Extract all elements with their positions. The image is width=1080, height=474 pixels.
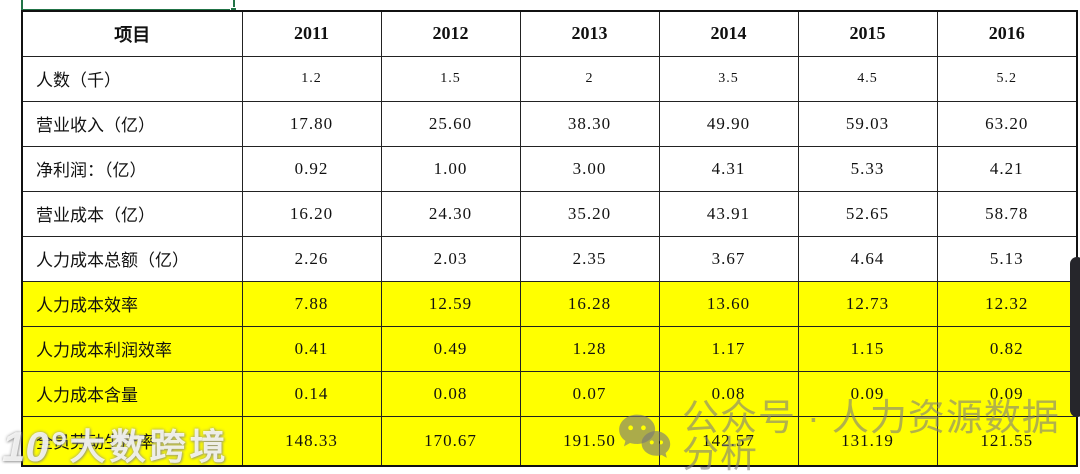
value-cell-2016[interactable]: 0.82 [936,325,1078,372]
row-label-cell[interactable]: 人数（千） [21,55,243,102]
value-cell-2013[interactable]: 2.35 [519,235,660,282]
header-cell-items[interactable]: 项目 [21,10,243,57]
value-cell-2013[interactable]: 2 [519,55,660,102]
header-cell-year-2012[interactable]: 2012 [380,10,521,57]
value-cell-2014[interactable]: 3.5 [658,55,799,102]
value-cell-2011[interactable]: 2.26 [241,235,382,282]
value-cell-2013[interactable]: 16.28 [519,280,660,327]
table-row: 人数（千） 1.2 1.5 2 3.5 4.5 5.2 [21,55,1078,102]
row-label-cell[interactable]: 营业成本（亿） [21,190,243,237]
value-cell-2012[interactable]: 2.03 [380,235,521,282]
value-cell-2011[interactable]: 148.33 [241,415,382,467]
value-cell-2011[interactable]: 0.14 [241,370,382,417]
value-cell-2013[interactable]: 1.28 [519,325,660,372]
value-cell-2014[interactable]: 13.60 [658,280,799,327]
header-cell-year-2011[interactable]: 2011 [241,10,382,57]
header-cell-year-2013[interactable]: 2013 [519,10,660,57]
table-row: 人力成本利润效率 0.41 0.49 1.28 1.17 1.15 0.82 [21,325,1078,372]
value-cell-2014[interactable]: 4.31 [658,145,799,192]
active-cell-border-left [21,0,23,10]
value-cell-2015[interactable]: 131.19 [797,415,938,467]
value-cell-2012[interactable]: 170.67 [380,415,521,467]
value-cell-2011[interactable]: 16.20 [241,190,382,237]
value-cell-2012[interactable]: 0.08 [380,370,521,417]
value-cell-2014[interactable]: 49.90 [658,100,799,147]
value-cell-2011[interactable]: 1.2 [241,55,382,102]
value-cell-2014[interactable]: 3.67 [658,235,799,282]
table-header-row: 项目 2011 2012 2013 2014 2015 2016 [21,10,1078,57]
value-cell-2011[interactable]: 0.92 [241,145,382,192]
row-label-cell[interactable]: 人力成本效率 [21,280,243,327]
value-cell-2014[interactable]: 0.08 [658,370,799,417]
row-label-cell[interactable]: 净利润：（亿） [21,145,243,192]
row-label-cell[interactable]: 人力成本总额（亿） [21,235,243,282]
value-cell-2016[interactable]: 58.78 [936,190,1078,237]
value-cell-2016[interactable]: 4.21 [936,145,1078,192]
table-body: 人数（千） 1.2 1.5 2 3.5 4.5 5.2 营业收入（亿） 17.80 25.60 38… [21,55,1078,467]
row-label-cell[interactable]: 人力成本利润效率 [21,325,243,372]
value-cell-2014[interactable]: 43.91 [658,190,799,237]
value-cell-2015[interactable]: 12.73 [797,280,938,327]
value-cell-2016[interactable]: 5.2 [936,55,1078,102]
value-cell-2013[interactable]: 3.00 [519,145,660,192]
table-row: 营业收入（亿） 17.80 25.60 38.30 49.90 59.03 63.20 [21,100,1078,147]
value-cell-2015[interactable]: 5.33 [797,145,938,192]
value-cell-2015[interactable]: 1.15 [797,325,938,372]
value-cell-2015[interactable]: 59.03 [797,100,938,147]
header-cell-year-2014[interactable]: 2014 [658,10,799,57]
value-cell-2015[interactable]: 4.5 [797,55,938,102]
table-row: 人力成本含量 0.14 0.08 0.07 0.08 0.09 0.09 [21,370,1078,417]
value-cell-2013[interactable]: 35.20 [519,190,660,237]
value-cell-2016[interactable]: 5.13 [936,235,1078,282]
value-cell-2012[interactable]: 24.30 [380,190,521,237]
row-label-cell[interactable]: 营业收入（亿） [21,100,243,147]
value-cell-2016[interactable]: 63.20 [936,100,1078,147]
value-cell-2016[interactable]: 12.32 [936,280,1078,327]
value-cell-2012[interactable]: 0.49 [380,325,521,372]
value-cell-2015[interactable]: 4.64 [797,235,938,282]
header-cell-year-2015[interactable]: 2015 [797,10,938,57]
hr-metrics-table: 项目 2011 2012 2013 2014 2015 2016 人数（千） 1.2 1.5 2 3… [21,10,1078,467]
value-cell-2012[interactable]: 1.00 [380,145,521,192]
row-label-cell[interactable]: 全员劳动生产率 [21,415,243,467]
value-cell-2011[interactable]: 0.41 [241,325,382,372]
value-cell-2011[interactable]: 17.80 [241,100,382,147]
dark-edge-object [1070,257,1080,417]
table-row: 营业成本（亿） 16.20 24.30 35.20 43.91 52.65 58.78 [21,190,1078,237]
value-cell-2012[interactable]: 1.5 [380,55,521,102]
value-cell-2012[interactable]: 25.60 [380,100,521,147]
value-cell-2012[interactable]: 12.59 [380,280,521,327]
value-cell-2015[interactable]: 0.09 [797,370,938,417]
value-cell-2011[interactable]: 7.88 [241,280,382,327]
table-row: 人力成本效率 7.88 12.59 16.28 13.60 12.73 12.32 [21,280,1078,327]
value-cell-2014[interactable]: 142.57 [658,415,799,467]
value-cell-2015[interactable]: 52.65 [797,190,938,237]
table-row: 全员劳动生产率 148.33 170.67 191.50 142.57 131.19 121… [21,415,1078,467]
value-cell-2013[interactable]: 38.30 [519,100,660,147]
header-row: 项目 2011 2012 2013 2014 2015 2016 [21,10,1078,57]
value-cell-2013[interactable]: 0.07 [519,370,660,417]
value-cell-2014[interactable]: 1.17 [658,325,799,372]
value-cell-2016[interactable]: 121.55 [936,415,1078,467]
value-cell-2016[interactable]: 0.09 [936,370,1078,417]
value-cell-2013[interactable]: 191.50 [519,415,660,467]
header-cell-year-2016[interactable]: 2016 [936,10,1078,57]
table-row: 人力成本总额（亿） 2.26 2.03 2.35 3.67 4.64 5.13 [21,235,1078,282]
table-row: 净利润：（亿） 0.92 1.00 3.00 4.31 5.33 4.21 [21,145,1078,192]
row-label-cell[interactable]: 人力成本含量 [21,370,243,417]
